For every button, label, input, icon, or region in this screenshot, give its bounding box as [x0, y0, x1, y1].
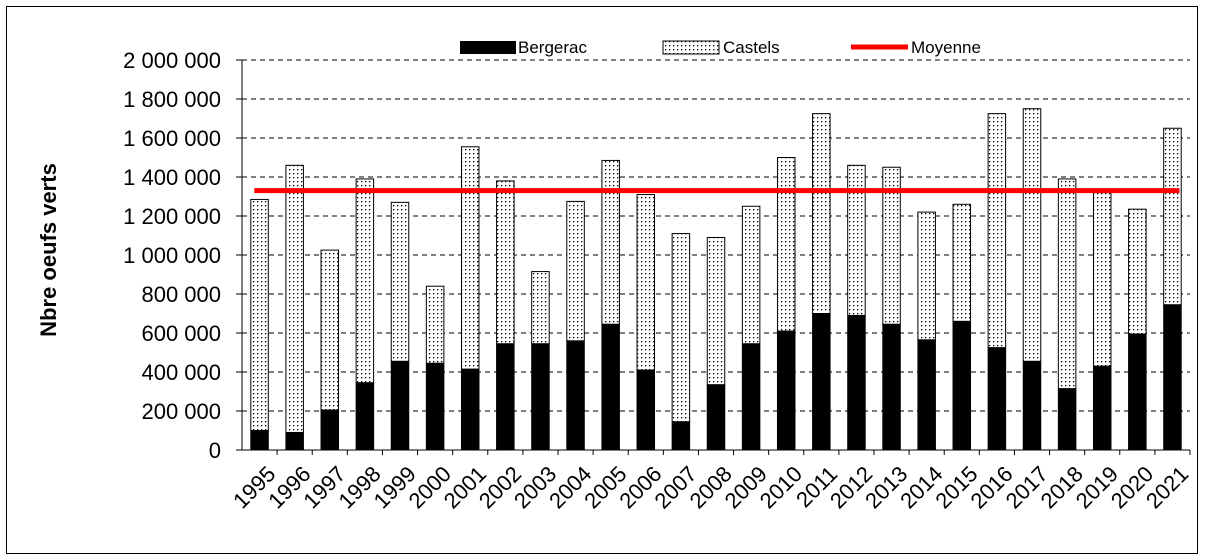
bar-castels-1998	[355, 178, 375, 384]
y-tick-label: 800 000	[141, 282, 221, 307]
legend: Bergerac Castels Moyenne	[460, 38, 981, 57]
y-tick-label: 1 800 000	[123, 87, 221, 112]
x-tick-label: 2021	[1141, 461, 1193, 513]
bar-bergerac-2011	[812, 313, 831, 451]
y-axis-ticks: 0 200 000 400 000 600 000 800 000 1 000 000 1 …	[123, 48, 242, 463]
chart-frame	[6, 6, 1198, 554]
bar-castels-2005	[601, 159, 620, 325]
bar-castels-2012	[847, 164, 866, 316]
bar-castels-2018	[1057, 178, 1077, 390]
bar-bergerac-2002	[496, 343, 515, 451]
bar-bergerac-2000	[425, 362, 445, 451]
bar-bergerac-2005	[601, 323, 620, 451]
bar-castels-2002	[496, 180, 515, 345]
y-tick-label: 1 000 000	[123, 243, 221, 268]
bar-castels-2017	[1022, 108, 1042, 362]
bar-bergerac-1999	[390, 360, 410, 451]
bar-castels-2016	[987, 113, 1007, 349]
bar-bergerac-2004	[566, 340, 585, 451]
y-tick-label: 2 000 000	[123, 48, 221, 73]
legend-swatch-bergerac	[460, 41, 516, 54]
bar-bergerac-2008	[706, 384, 726, 451]
bar-castels-1995	[250, 198, 269, 431]
bar-castels-1999	[390, 201, 410, 362]
bar-bergerac-2019	[1092, 365, 1112, 451]
bar-castels-2001	[460, 146, 480, 370]
bar-castels-1997	[320, 249, 340, 411]
bar-bergerac-1998	[355, 382, 375, 451]
bar-castels-2003	[531, 271, 550, 345]
y-tick-label: 200 000	[141, 399, 221, 424]
bar-bergerac-2010	[776, 330, 796, 451]
bar-bergerac-2001	[460, 368, 480, 451]
bar-castels-2000	[425, 285, 445, 364]
y-tick-label: 1 600 000	[123, 126, 221, 151]
bar-castels-2006	[636, 194, 656, 371]
legend-swatch-castels	[662, 40, 720, 55]
bar-bergerac-2017	[1022, 360, 1042, 451]
bar-castels-2013	[882, 166, 901, 325]
bar-bergerac-1995	[250, 430, 269, 451]
bar-bergerac-2012	[847, 314, 866, 451]
bar-bergerac-2013	[882, 323, 901, 451]
bar-bergerac-2007	[671, 421, 691, 451]
bar-bergerac-2009	[741, 343, 761, 451]
y-tick-label: 600 000	[141, 321, 221, 346]
bar-bergerac-2020	[1128, 333, 1147, 451]
bar-castels-1996	[285, 164, 304, 433]
legend-label-castels: Castels	[723, 38, 780, 57]
axes	[241, 60, 1190, 451]
y-tick-label: 1 200 000	[123, 204, 221, 229]
bar-castels-2019	[1092, 192, 1112, 367]
bar-bergerac-2006	[636, 369, 656, 451]
bars	[250, 108, 1182, 451]
bar-castels-2014	[917, 211, 936, 341]
y-tick-label: 1 400 000	[123, 165, 221, 190]
y-tick-label: 0	[209, 438, 221, 463]
bar-castels-2007	[671, 233, 691, 423]
bar-bergerac-2015	[952, 320, 972, 451]
bar-bergerac-1997	[320, 409, 340, 451]
bar-castels-2015	[952, 203, 972, 322]
bar-bergerac-1996	[285, 431, 304, 451]
bar-castels-2020	[1128, 208, 1147, 335]
x-axis-ticks: 1995199619971998199920002001200220032004…	[228, 450, 1193, 513]
legend-label-bergerac: Bergerac	[518, 38, 587, 57]
bar-castels-2008	[706, 236, 726, 386]
bar-bergerac-2016	[987, 347, 1007, 451]
bar-bergerac-2003	[531, 343, 550, 451]
bar-castels-2004	[566, 200, 585, 342]
bar-bergerac-2021	[1163, 304, 1182, 451]
bar-castels-2009	[741, 205, 761, 345]
bar-castels-2011	[812, 113, 831, 314]
bar-castels-2010	[776, 157, 796, 332]
y-axis-label: Nbre oeufs verts	[36, 163, 61, 337]
bar-castels-2021	[1163, 127, 1182, 306]
y-tick-label: 400 000	[141, 360, 221, 385]
bar-bergerac-2018	[1057, 388, 1077, 451]
legend-label-moyenne: Moyenne	[911, 38, 981, 57]
bar-bergerac-2014	[917, 339, 936, 451]
